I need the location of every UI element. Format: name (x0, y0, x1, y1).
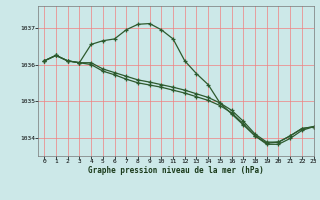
X-axis label: Graphe pression niveau de la mer (hPa): Graphe pression niveau de la mer (hPa) (88, 166, 264, 175)
